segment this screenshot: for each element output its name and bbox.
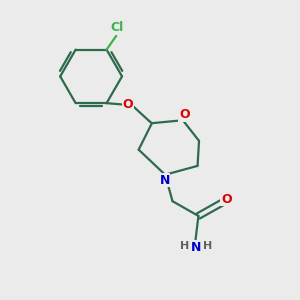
Text: N: N [159, 173, 170, 187]
Text: O: O [221, 193, 232, 206]
Text: N: N [191, 241, 201, 254]
Text: H: H [203, 241, 212, 251]
Text: Cl: Cl [110, 21, 124, 34]
Text: O: O [122, 98, 133, 111]
Text: O: O [179, 108, 190, 122]
Text: H: H [180, 241, 189, 251]
